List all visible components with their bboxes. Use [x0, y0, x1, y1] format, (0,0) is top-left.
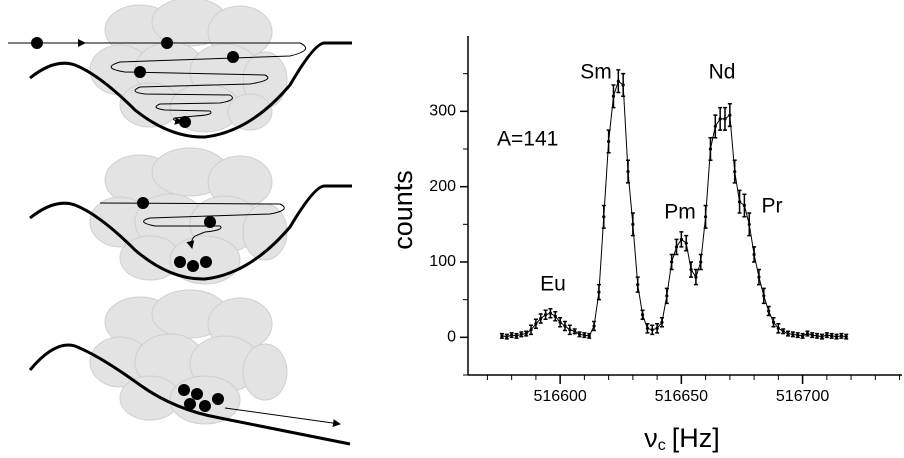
x-label-symbol: ν [644, 423, 658, 453]
data-point [524, 331, 528, 336]
data-point [510, 333, 514, 337]
data-point [820, 334, 824, 339]
data-point [505, 334, 509, 339]
data-point [582, 333, 586, 337]
data-point [810, 333, 814, 337]
data-point [602, 215, 606, 219]
data-point [733, 170, 737, 174]
data-point [791, 332, 795, 336]
data-point [815, 334, 819, 338]
data-point [825, 333, 829, 337]
data-point [645, 326, 650, 330]
x-tick-label: 516700 [776, 388, 829, 405]
x-tick-label: 516600 [533, 388, 586, 405]
data-point [728, 113, 732, 117]
trap-panel-3 [28, 289, 351, 446]
data-point [747, 222, 751, 226]
data-point [752, 252, 756, 257]
data-point [655, 326, 659, 330]
y-tick-label: 300 [429, 103, 456, 120]
data-point [573, 329, 577, 333]
x-tick-label: 516650 [655, 388, 708, 405]
y-axis-label: counts [388, 170, 418, 250]
y-tick-label: 200 [429, 178, 456, 195]
annotation: A=141 [497, 128, 558, 151]
data-point [679, 237, 683, 241]
data-point [834, 334, 839, 339]
data-point [742, 203, 747, 208]
annotation: Pr [762, 195, 783, 218]
data-point [665, 294, 669, 298]
data-point [805, 331, 810, 336]
data-point [786, 331, 790, 336]
data-point [771, 320, 776, 324]
data-point [689, 267, 693, 272]
data-point [607, 139, 611, 144]
data-point [621, 83, 625, 87]
y-tick-label: 100 [429, 253, 456, 270]
data-point [704, 215, 708, 219]
data-point [767, 309, 771, 313]
data-point [839, 334, 843, 338]
data-point [684, 241, 688, 245]
data-point [592, 324, 596, 328]
data-point [543, 313, 548, 317]
data-point [713, 124, 717, 128]
annotation: Pm [664, 201, 696, 224]
data-point [631, 222, 635, 226]
data-point [781, 329, 785, 333]
data-point [548, 311, 553, 315]
x-label-subscript: c [658, 437, 666, 454]
data-point [558, 320, 562, 324]
trap-panel-2 [29, 147, 352, 285]
data-point [539, 316, 543, 321]
data-point [519, 332, 523, 336]
annotation: Sm [580, 61, 612, 84]
data-point [626, 170, 630, 174]
x-axis-label: νc [Hz] [644, 423, 720, 454]
data-point [708, 147, 713, 151]
data-point [844, 334, 848, 339]
data-point [757, 275, 761, 279]
data-point [636, 283, 640, 287]
data-point [670, 260, 674, 264]
data-point [640, 313, 645, 317]
trap-panel-1 [8, 0, 352, 139]
data-point [800, 334, 805, 338]
data-point [762, 294, 766, 298]
data-point [553, 314, 557, 318]
data-point [737, 200, 742, 204]
data-point [563, 324, 567, 328]
data-point [577, 332, 582, 336]
data-point [660, 320, 664, 324]
data-point [500, 334, 504, 338]
data-point [514, 334, 519, 338]
data-point [597, 290, 601, 294]
data-point [694, 275, 698, 279]
data-point [796, 333, 800, 337]
data-point [534, 322, 538, 326]
data-point [568, 328, 572, 332]
data-point [587, 334, 591, 338]
data-point [718, 117, 722, 121]
data-point [699, 260, 703, 264]
data-point [830, 334, 834, 338]
y-tick-label: 0 [447, 329, 456, 346]
data-point [674, 245, 679, 249]
data-point [723, 117, 727, 121]
data-point [611, 94, 616, 98]
data-point [650, 328, 654, 332]
annotation: Nd [709, 61, 736, 84]
data-point [616, 79, 620, 83]
data-point [776, 326, 780, 330]
data-point [529, 328, 533, 332]
x-label-unit: [Hz] [672, 423, 720, 453]
annotation: Eu [540, 273, 566, 296]
